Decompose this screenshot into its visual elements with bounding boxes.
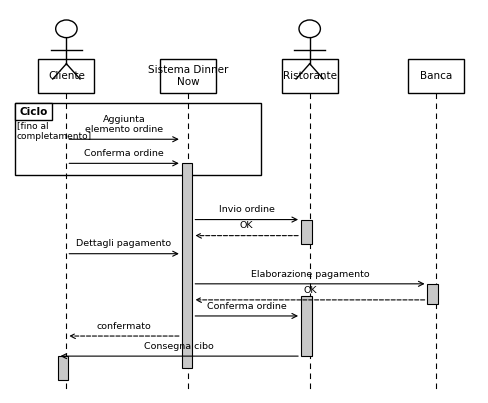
Bar [301, 296, 312, 356]
Text: Banca: Banca [420, 71, 452, 81]
Bar [427, 284, 438, 304]
Text: confermato: confermato [97, 322, 151, 331]
Text: Ristorante: Ristorante [283, 71, 337, 81]
Text: Conferma ordine: Conferma ordine [207, 302, 286, 311]
Text: Cliente: Cliente [48, 71, 85, 81]
Text: [fino al
completamento]: [fino al completamento] [17, 122, 92, 141]
Bar [301, 220, 312, 244]
Circle shape [56, 20, 77, 37]
Text: OK: OK [303, 286, 317, 295]
Text: Consegna cibo: Consegna cibo [144, 342, 214, 351]
Text: Sistema Dinner
Now: Sistema Dinner Now [148, 65, 228, 87]
Text: OK: OK [240, 221, 253, 231]
Text: Invio ordine: Invio ordine [219, 206, 275, 214]
Bar [15, 103, 52, 120]
Text: Elaborazione pagamento: Elaborazione pagamento [251, 270, 369, 278]
Bar [408, 59, 464, 93]
Bar [39, 59, 94, 93]
Bar [58, 356, 68, 380]
Text: Dettagli pagamento: Dettagli pagamento [77, 239, 172, 249]
Text: Aggiunta
elemento ordine: Aggiunta elemento ordine [85, 114, 163, 134]
Bar [15, 103, 261, 175]
Bar [182, 163, 192, 368]
Bar [282, 59, 338, 93]
Bar [160, 59, 216, 93]
Circle shape [299, 20, 321, 37]
Text: Conferma ordine: Conferma ordine [84, 149, 164, 158]
Text: Ciclo: Ciclo [20, 106, 48, 116]
